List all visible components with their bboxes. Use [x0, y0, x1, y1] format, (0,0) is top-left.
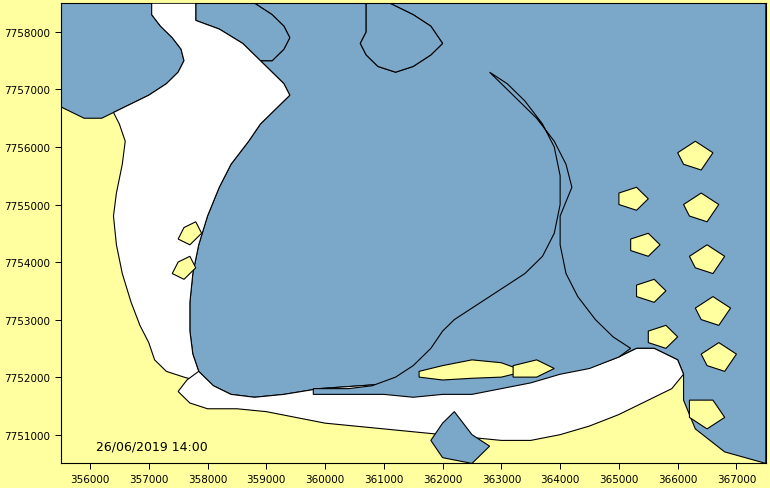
Text: 26/06/2019 14:00: 26/06/2019 14:00: [95, 439, 208, 452]
Polygon shape: [113, 4, 290, 383]
Polygon shape: [313, 73, 631, 397]
Polygon shape: [631, 234, 660, 257]
Polygon shape: [619, 188, 648, 211]
Polygon shape: [695, 297, 731, 325]
Polygon shape: [196, 4, 290, 61]
Polygon shape: [360, 4, 443, 73]
Polygon shape: [689, 400, 725, 429]
Polygon shape: [419, 360, 525, 380]
Polygon shape: [678, 142, 713, 171]
Polygon shape: [431, 412, 490, 464]
Polygon shape: [701, 343, 736, 371]
Polygon shape: [178, 223, 202, 245]
Polygon shape: [637, 280, 666, 303]
Polygon shape: [61, 4, 184, 119]
Polygon shape: [178, 348, 684, 441]
Polygon shape: [190, 4, 766, 464]
Polygon shape: [648, 325, 678, 348]
Polygon shape: [684, 194, 719, 223]
Polygon shape: [172, 257, 196, 280]
Polygon shape: [689, 245, 725, 274]
Polygon shape: [513, 360, 554, 377]
